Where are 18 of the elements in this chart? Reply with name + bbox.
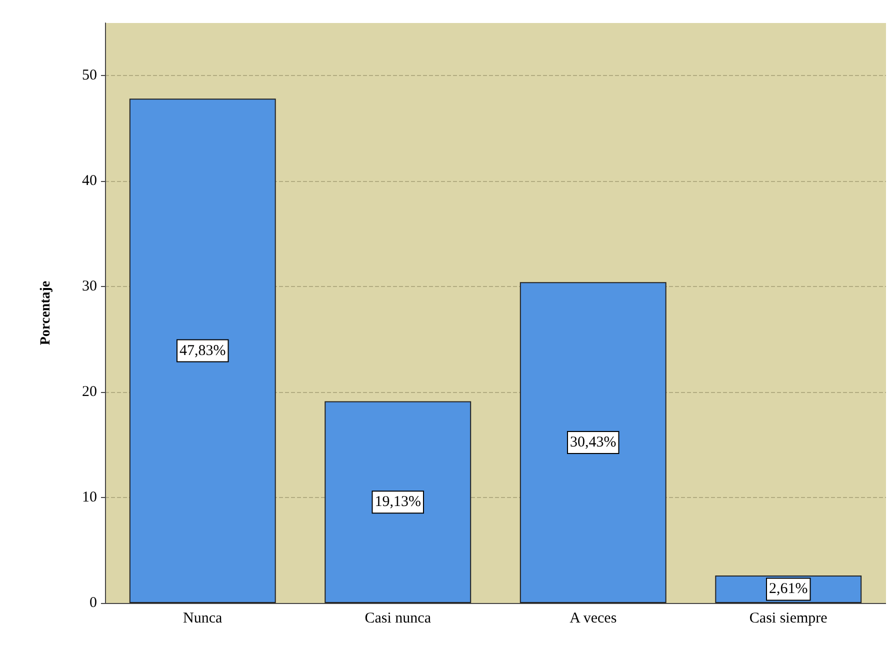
x-tick-label: Nunca [183, 610, 223, 626]
data-label: 30,43% [570, 434, 616, 451]
y-tick-label: 0 [90, 595, 97, 611]
bar [324, 401, 472, 603]
data-label: 2,61% [769, 581, 808, 598]
bar [520, 282, 666, 603]
y-tick-label: 30 [82, 278, 97, 295]
y-tick-label: 50 [82, 68, 97, 84]
x-tick-label: Casi siempre [749, 610, 828, 626]
data-label: 47,83% [180, 342, 226, 359]
y-tick-label: 20 [82, 384, 97, 400]
data-label: 19,13% [374, 494, 421, 510]
bar [129, 98, 276, 603]
y-tick-label: 40 [82, 173, 97, 190]
y-tick-label: 10 [82, 490, 97, 506]
y-axis-title: Porcentaje [38, 280, 54, 346]
x-tick-label: Casi nunca [364, 610, 432, 626]
x-tick-label: A veces [570, 610, 617, 626]
